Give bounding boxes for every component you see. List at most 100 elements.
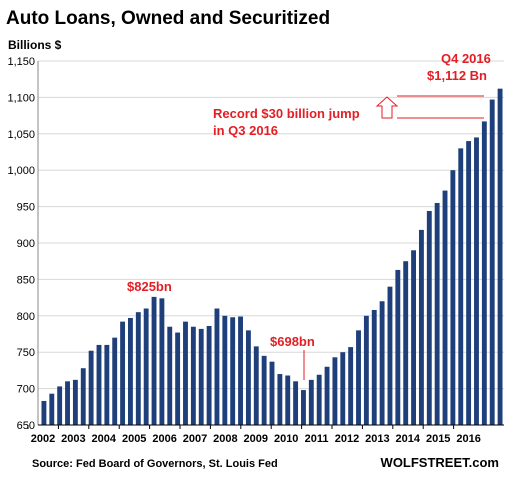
bar xyxy=(159,298,165,425)
bar xyxy=(88,350,94,425)
y-tick-label: 1,100 xyxy=(7,92,35,104)
bar xyxy=(206,325,212,425)
annotation-record-jump-line2: in Q3 2016 xyxy=(213,123,278,138)
x-tick-label: 2012 xyxy=(335,433,359,445)
x-tick-label: 2015 xyxy=(426,433,450,445)
bar xyxy=(403,261,409,425)
y-tick-label: 650 xyxy=(17,420,35,432)
y-axis-ticks: 1,150 1,100 1,050 1,000 950 900 850 800 750 700 65… xyxy=(7,56,35,432)
bar xyxy=(183,321,188,425)
annotation-record-jump-line1: Record $30 billion jump xyxy=(213,106,360,121)
bar xyxy=(426,210,432,425)
bar xyxy=(371,309,377,425)
bar xyxy=(151,296,157,425)
bar xyxy=(104,344,110,425)
bar xyxy=(293,381,299,425)
bar xyxy=(269,361,275,425)
bar xyxy=(80,368,86,425)
bar xyxy=(222,315,228,425)
x-tick-label: 2005 xyxy=(122,433,146,445)
bar xyxy=(253,346,259,425)
wolfstreet-brand: WOLFSTREET.com xyxy=(381,455,499,470)
x-tick-label: 2006 xyxy=(152,433,176,445)
bar xyxy=(308,379,314,425)
y-tick-label: 850 xyxy=(17,274,35,286)
annotation-low-2010: $698bn xyxy=(270,334,315,349)
bar xyxy=(466,141,472,425)
bar xyxy=(49,393,55,425)
bar xyxy=(190,326,196,425)
chart-title: Auto Loans, Owned and Securitized xyxy=(6,8,330,29)
x-tick-label: 2002 xyxy=(31,433,55,445)
bar xyxy=(214,308,220,425)
y-tick-label: 1,050 xyxy=(7,129,35,141)
up-arrow-icon xyxy=(375,96,399,119)
bar xyxy=(387,286,393,425)
bar xyxy=(481,121,487,426)
bar xyxy=(316,374,322,425)
y-tick-label: 700 xyxy=(17,384,35,396)
bar xyxy=(497,88,503,425)
y-tick-label: 950 xyxy=(17,202,35,214)
bar xyxy=(301,390,306,425)
source-note: Source: Fed Board of Governors, St. Loui… xyxy=(32,458,278,470)
bar xyxy=(277,374,283,425)
annotation-q4-value: $1,112 Bn xyxy=(427,68,487,83)
bar xyxy=(442,190,448,425)
bar xyxy=(458,148,464,426)
x-tick-label: 2010 xyxy=(274,433,298,445)
x-tick-label: 2014 xyxy=(396,433,421,445)
bar xyxy=(245,330,251,425)
y-tick-label: 750 xyxy=(17,347,35,359)
bar xyxy=(285,375,291,425)
bar xyxy=(395,269,401,425)
bar xyxy=(450,170,456,425)
bar xyxy=(143,308,149,425)
bar xyxy=(65,381,70,425)
bar xyxy=(411,250,416,425)
bar xyxy=(96,344,102,425)
bar xyxy=(120,321,126,425)
bar xyxy=(167,326,173,425)
y-tick-label: 1,150 xyxy=(7,56,35,68)
bar xyxy=(112,337,118,425)
bar xyxy=(348,347,354,425)
bar xyxy=(230,317,236,425)
y-axis-label: Billions $ xyxy=(8,38,62,52)
bar xyxy=(474,137,479,425)
bar xyxy=(332,357,338,425)
bar xyxy=(379,301,385,425)
y-tick-label: 800 xyxy=(17,311,35,323)
x-tick-label: 2009 xyxy=(244,433,268,445)
bar xyxy=(198,328,204,425)
bar xyxy=(356,330,361,425)
bar xyxy=(175,332,181,425)
bar xyxy=(324,366,330,425)
bar xyxy=(238,316,243,425)
x-tick-label: 2007 xyxy=(183,433,207,445)
annotation-q4-2016: Q4 2016 xyxy=(441,51,491,66)
bar xyxy=(418,229,424,425)
bar xyxy=(41,400,47,425)
x-tick-label: 2011 xyxy=(305,433,329,445)
x-tick-label: 2004 xyxy=(92,433,117,445)
bar xyxy=(363,315,369,425)
x-tick-label: 2013 xyxy=(365,433,389,445)
bar xyxy=(135,312,141,425)
bar xyxy=(72,379,78,425)
x-tick-label: 2016 xyxy=(456,433,480,445)
x-tick-label: 2003 xyxy=(61,433,85,445)
x-axis-ticks: 2002 2003 2004 2005 2006 2007 2008 2009 2010 2011… xyxy=(27,425,481,445)
y-tick-label: 1,000 xyxy=(7,165,35,177)
bar xyxy=(434,202,440,425)
annotation-peak-2005: $825bn xyxy=(127,279,172,294)
bar xyxy=(261,355,267,425)
bar xyxy=(128,317,133,425)
bar xyxy=(489,99,495,425)
x-tick-label: 2008 xyxy=(213,433,237,445)
bar xyxy=(340,352,346,425)
y-tick-label: 900 xyxy=(17,238,35,250)
bars xyxy=(41,88,503,426)
bar xyxy=(57,386,63,425)
